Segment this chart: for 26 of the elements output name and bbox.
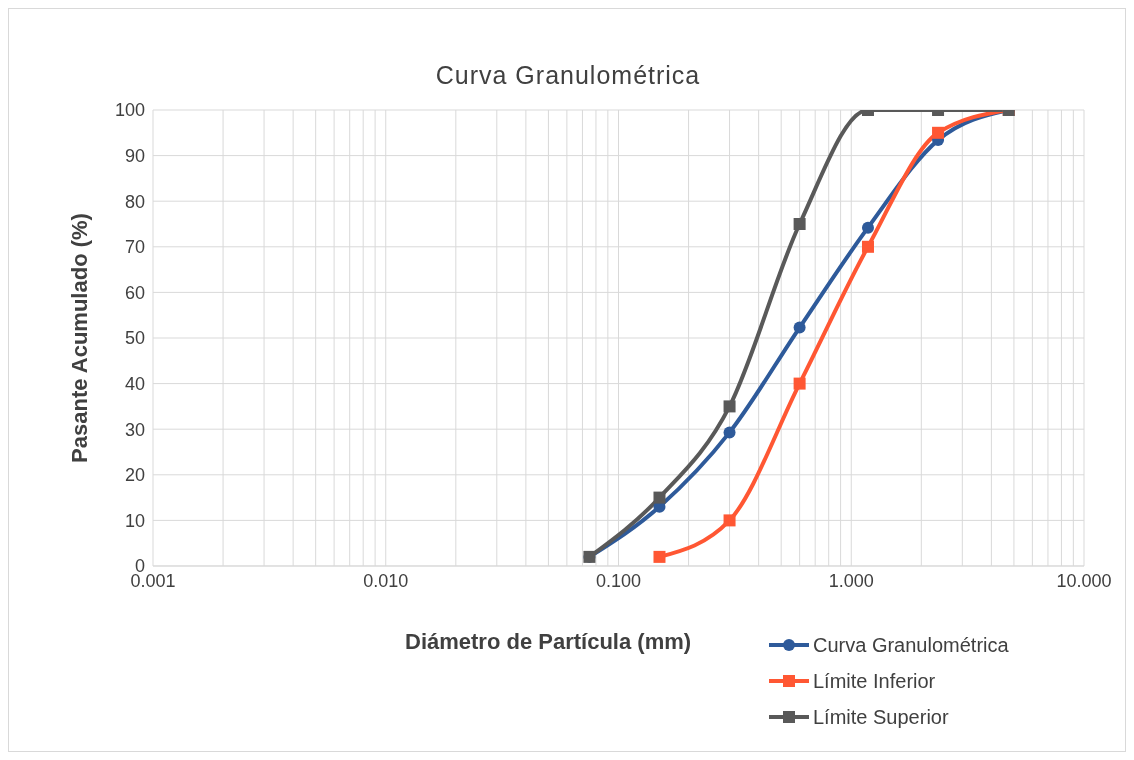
y-tick-label: 20 [124,465,145,486]
chart-title: Curva Granulométrica [434,61,702,90]
y-tick-label: 10 [124,510,145,531]
y-tick-label: 70 [124,237,145,258]
y-tick-label: 30 [124,419,145,440]
x-tick-label: 10.000 [1056,570,1112,591]
y-tick-label: 40 [124,373,145,394]
y-tick-label: 80 [124,191,145,212]
point [723,426,736,439]
x-tick-label: 0.100 [595,570,642,591]
x-tick-label: 0.010 [363,570,409,591]
legend-label: Límite Inferior [813,669,936,693]
legend-label: Límite Superior [813,705,949,729]
y-tick-label: 100 [114,100,145,121]
point [723,400,736,413]
point [861,221,874,234]
point [793,321,806,334]
point [653,491,666,504]
y-tick-label: 90 [124,145,145,166]
y-tick-label: 60 [124,282,145,303]
x-tick-label: 1.000 [828,570,874,591]
y-tick-label: 50 [124,328,145,349]
x-axis-title: Diámetro de Partícula (mm) [405,629,692,655]
point [793,218,806,230]
y-axis-title: Pasante Acumulado (%) [66,213,92,463]
legend-label: Curva Granulométrica [813,633,1009,657]
